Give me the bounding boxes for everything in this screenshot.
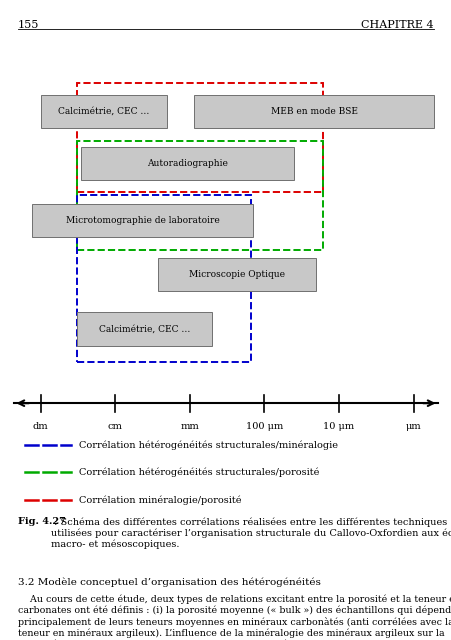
Text: cm: cm	[108, 422, 122, 431]
Text: mm: mm	[180, 422, 199, 431]
Text: Microtomographie de laboratoire: Microtomographie de laboratoire	[65, 216, 219, 225]
Text: MEB en mode BSE: MEB en mode BSE	[270, 107, 357, 116]
Bar	[77, 83, 322, 192]
Text: μm: μm	[405, 422, 420, 431]
Text: Microscopie Optique: Microscopie Optique	[189, 270, 285, 279]
Text: Calcimétrie, CEC …: Calcimétrie, CEC …	[99, 324, 190, 333]
Text: Au cours de cette étude, deux types de relations excitant entre la porosité et l: Au cours de cette étude, deux types de r…	[18, 595, 451, 604]
Text: 3.2 Modèle conceptuel d’organisation des hétérogénéités: 3.2 Modèle conceptuel d’organisation des…	[18, 577, 320, 587]
Bar	[194, 95, 433, 128]
Text: 10 μm: 10 μm	[323, 422, 354, 431]
Text: dm: dm	[33, 422, 48, 431]
Bar	[77, 312, 212, 346]
Text: Corrélation hétérogénéités structurales/minéralogie: Corrélation hétérogénéités structurales/…	[79, 440, 337, 449]
Text: principalement de leurs teneurs moyennes en minéraux carbonàtés (anti corrélées : principalement de leurs teneurs moyennes…	[18, 617, 451, 627]
Text: 155: 155	[18, 20, 39, 31]
Text: Corrélation hétérogénéités structurales/porosité: Corrélation hétérogénéités structurales/…	[79, 468, 319, 477]
Text: Autoradiographie: Autoradiographie	[147, 159, 227, 168]
Text: Calcimétrie, CEC …: Calcimétrie, CEC …	[58, 107, 149, 116]
Text: 100 μm: 100 μm	[245, 422, 282, 431]
Text: : Schéma des différentes corrélations réalisées entre les différentes techniques: : Schéma des différentes corrélations ré…	[51, 517, 451, 548]
Text: teneur en minéraux argileux). L’influence de la minéralogie des minéraux argileu: teneur en minéraux argileux). L’influenc…	[18, 628, 444, 637]
Bar	[41, 95, 167, 128]
Text: Corrélation minéralogie/porosité: Corrélation minéralogie/porosité	[79, 495, 241, 504]
Bar	[77, 141, 322, 250]
Text: porosité, notamment la variation du type d’interstratifiés I/S entre les parties: porosité, notamment la variation du type…	[18, 639, 451, 640]
Text: carbonates ont été définis : (i) la porosité moyenne (« bulk ») des échantillons: carbonates ont été définis : (i) la poro…	[18, 605, 451, 615]
Bar	[81, 147, 293, 180]
Text: CHAPITRE 4: CHAPITRE 4	[360, 20, 433, 31]
Bar	[77, 195, 250, 362]
Bar	[158, 258, 316, 291]
Bar	[32, 204, 253, 237]
Text: Fig. 4.27: Fig. 4.27	[18, 517, 66, 526]
